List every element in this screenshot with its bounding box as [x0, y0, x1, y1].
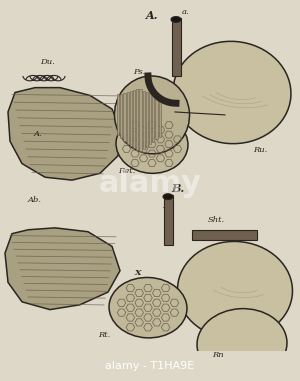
Ellipse shape	[109, 277, 187, 338]
Text: a.: a.	[168, 239, 176, 247]
Bar	[140, 89, 142, 150]
Text: Ps.: Ps.	[133, 68, 145, 76]
Bar	[130, 91, 132, 146]
Text: Du.: Du.	[40, 58, 55, 66]
Ellipse shape	[173, 41, 291, 144]
Ellipse shape	[171, 16, 181, 22]
Text: B.: B.	[171, 183, 184, 194]
Bar	[127, 92, 129, 144]
Bar	[152, 94, 154, 142]
Ellipse shape	[163, 194, 173, 200]
Bar	[142, 91, 145, 149]
Bar	[120, 94, 122, 138]
Bar	[146, 92, 148, 147]
Text: Py.: Py.	[162, 202, 174, 210]
Bar	[149, 93, 151, 144]
Polygon shape	[5, 228, 120, 310]
Ellipse shape	[116, 115, 188, 173]
Text: alamy - T1HA9E: alamy - T1HA9E	[105, 361, 195, 371]
Text: alamy: alamy	[98, 168, 202, 198]
Text: Sht.: Sht.	[208, 216, 225, 224]
Text: Rn: Rn	[212, 351, 224, 359]
Bar	[159, 95, 161, 136]
Bar	[117, 94, 119, 136]
Bar	[192, 230, 257, 240]
Bar	[123, 93, 126, 141]
Text: A.: A.	[34, 130, 42, 138]
Text: Ret.: Ret.	[118, 168, 135, 176]
Bar	[172, 18, 181, 76]
Bar	[155, 95, 158, 139]
Bar	[164, 195, 173, 245]
Text: a.: a.	[182, 8, 190, 16]
Bar	[136, 89, 138, 150]
Ellipse shape	[197, 309, 287, 379]
Ellipse shape	[115, 76, 190, 154]
Bar	[133, 90, 135, 148]
Text: X: X	[135, 269, 141, 277]
Polygon shape	[8, 88, 122, 180]
Text: Ru.: Ru.	[253, 146, 267, 154]
Ellipse shape	[178, 242, 292, 339]
Text: Rt.: Rt.	[98, 331, 110, 339]
Text: Ab.: Ab.	[28, 197, 42, 205]
Text: A.: A.	[146, 10, 158, 21]
